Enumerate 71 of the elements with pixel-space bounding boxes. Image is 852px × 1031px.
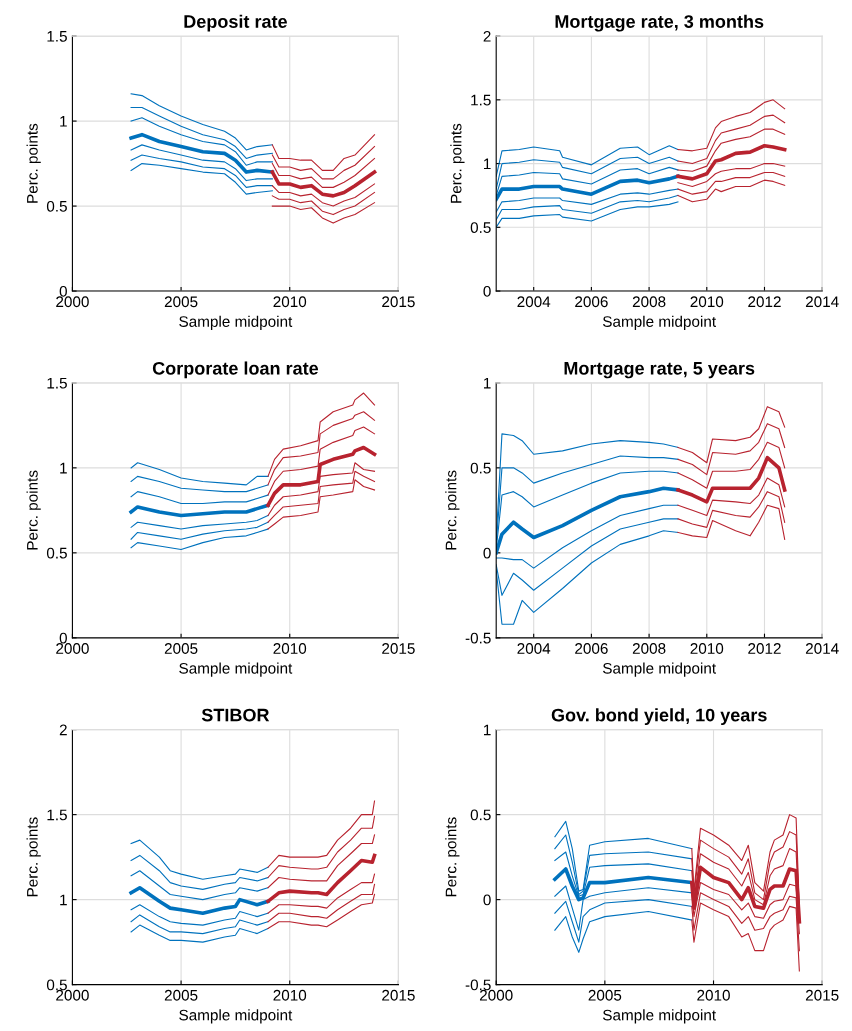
x-tick-label: 2015 <box>382 989 415 1001</box>
x-tick-label: 2005 <box>164 989 198 1001</box>
x-tick-label: 2000 <box>56 643 89 654</box>
y-tick-label: 1.5 <box>471 94 491 106</box>
y-axis-title: Perc. points <box>26 817 41 897</box>
x-tick-label: 2014 <box>805 643 839 654</box>
y-tick-label: 0.5 <box>470 462 491 474</box>
y-axis-title: Perc. points <box>445 470 460 550</box>
y-tick-label: 1.5 <box>47 31 67 42</box>
x-tick-label: 2008 <box>632 296 666 308</box>
x-axis-title: Sample midpoint <box>602 1009 716 1024</box>
y-tick-label: 1 <box>484 724 491 736</box>
y-tick-label: 2 <box>483 30 491 42</box>
x-tick-label: 2010 <box>697 989 730 1001</box>
x-tick-label: 2004 <box>517 296 551 308</box>
y-tick-label: 2 <box>59 724 67 736</box>
x-tick-label: 2000 <box>479 989 513 1001</box>
y-tick-label: -0.5 <box>465 979 491 991</box>
y-tick-label: 0 <box>59 632 67 644</box>
x-tick-label: 2006 <box>575 643 608 654</box>
y-tick-label: 1 <box>60 894 67 906</box>
x-tick-label: 2015 <box>382 643 415 654</box>
y-tick-label: 0.5 <box>46 200 67 212</box>
x-tick-label: 2010 <box>273 296 307 308</box>
chart-title: Mortgage rate, 5 years <box>564 362 755 379</box>
chart-title: Gov. bond yield, 10 years <box>551 708 767 726</box>
y-tick-label: 0 <box>483 285 491 297</box>
chart-title: STIBOR <box>201 708 270 722</box>
x-tick-label: 2008 <box>632 643 666 654</box>
y-tick-label: 1.5 <box>47 809 67 821</box>
y-tick-label: 1 <box>60 116 67 127</box>
x-tick-label: 2005 <box>164 643 198 654</box>
y-tick-label: 0 <box>483 894 491 906</box>
x-tick-label: 2015 <box>805 989 839 1001</box>
x-tick-label: 2010 <box>273 989 307 1001</box>
x-tick-label: 2010 <box>273 643 307 654</box>
x-axis-title: Sample midpoint <box>179 315 293 330</box>
y-tick-label: 0 <box>59 285 67 297</box>
chart-title: Mortgage rate, 3 months <box>555 14 764 32</box>
x-axis-title: Sample midpoint <box>602 662 716 677</box>
y-tick-label: 1 <box>484 158 491 170</box>
y-axis-title: Perc. points <box>26 123 41 203</box>
y-tick-label: 1.5 <box>47 377 67 389</box>
y-tick-label: -0.5 <box>465 632 491 644</box>
x-tick-label: 2015 <box>382 296 415 308</box>
x-axis-title: Sample midpoint <box>602 315 716 330</box>
x-tick-label: 2005 <box>588 989 622 1001</box>
x-tick-label: 2000 <box>56 989 89 1001</box>
x-axis-title: Sample midpoint <box>179 1009 293 1024</box>
x-tick-label: 2010 <box>690 296 724 308</box>
y-tick-label: 0.5 <box>470 222 491 234</box>
x-tick-label: 2010 <box>690 643 724 654</box>
x-axis-title: Sample midpoint <box>179 662 293 677</box>
x-tick-label: 2012 <box>748 643 781 654</box>
y-axis-title: Perc. points <box>445 817 460 897</box>
x-tick-label: 2000 <box>56 296 89 308</box>
x-tick-label: 2014 <box>805 296 839 308</box>
x-tick-label: 2006 <box>575 296 608 308</box>
y-tick-label: 1 <box>484 377 491 389</box>
y-tick-label: 0.5 <box>470 809 491 821</box>
y-tick-label: 0.5 <box>46 979 67 991</box>
y-tick-label: 1 <box>60 462 67 474</box>
y-axis-title: Perc. points <box>26 470 41 550</box>
chart-title: Corporate loan rate <box>152 361 319 379</box>
x-tick-label: 2005 <box>164 296 198 308</box>
chart-title: Deposit rate <box>184 14 287 32</box>
y-tick-label: 0.5 <box>46 547 67 559</box>
y-tick-label: 0 <box>483 547 491 559</box>
y-axis-title: Perc. points <box>450 123 465 203</box>
x-tick-label: 2012 <box>748 296 781 308</box>
x-tick-label: 2004 <box>517 643 551 654</box>
